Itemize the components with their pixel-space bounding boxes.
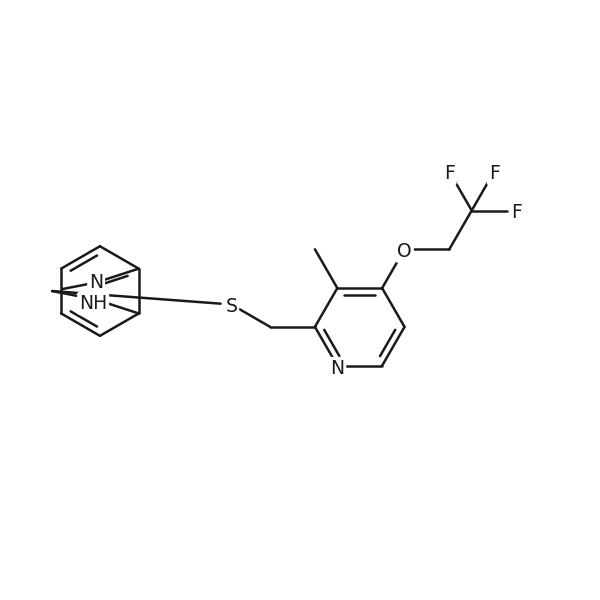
Text: S: S [226,297,237,316]
Text: F: F [444,164,455,183]
Text: N: N [330,359,344,378]
Text: F: F [488,164,500,183]
Text: F: F [511,203,522,222]
Text: O: O [397,242,412,261]
Text: NH: NH [79,294,107,313]
Text: N: N [89,273,103,292]
